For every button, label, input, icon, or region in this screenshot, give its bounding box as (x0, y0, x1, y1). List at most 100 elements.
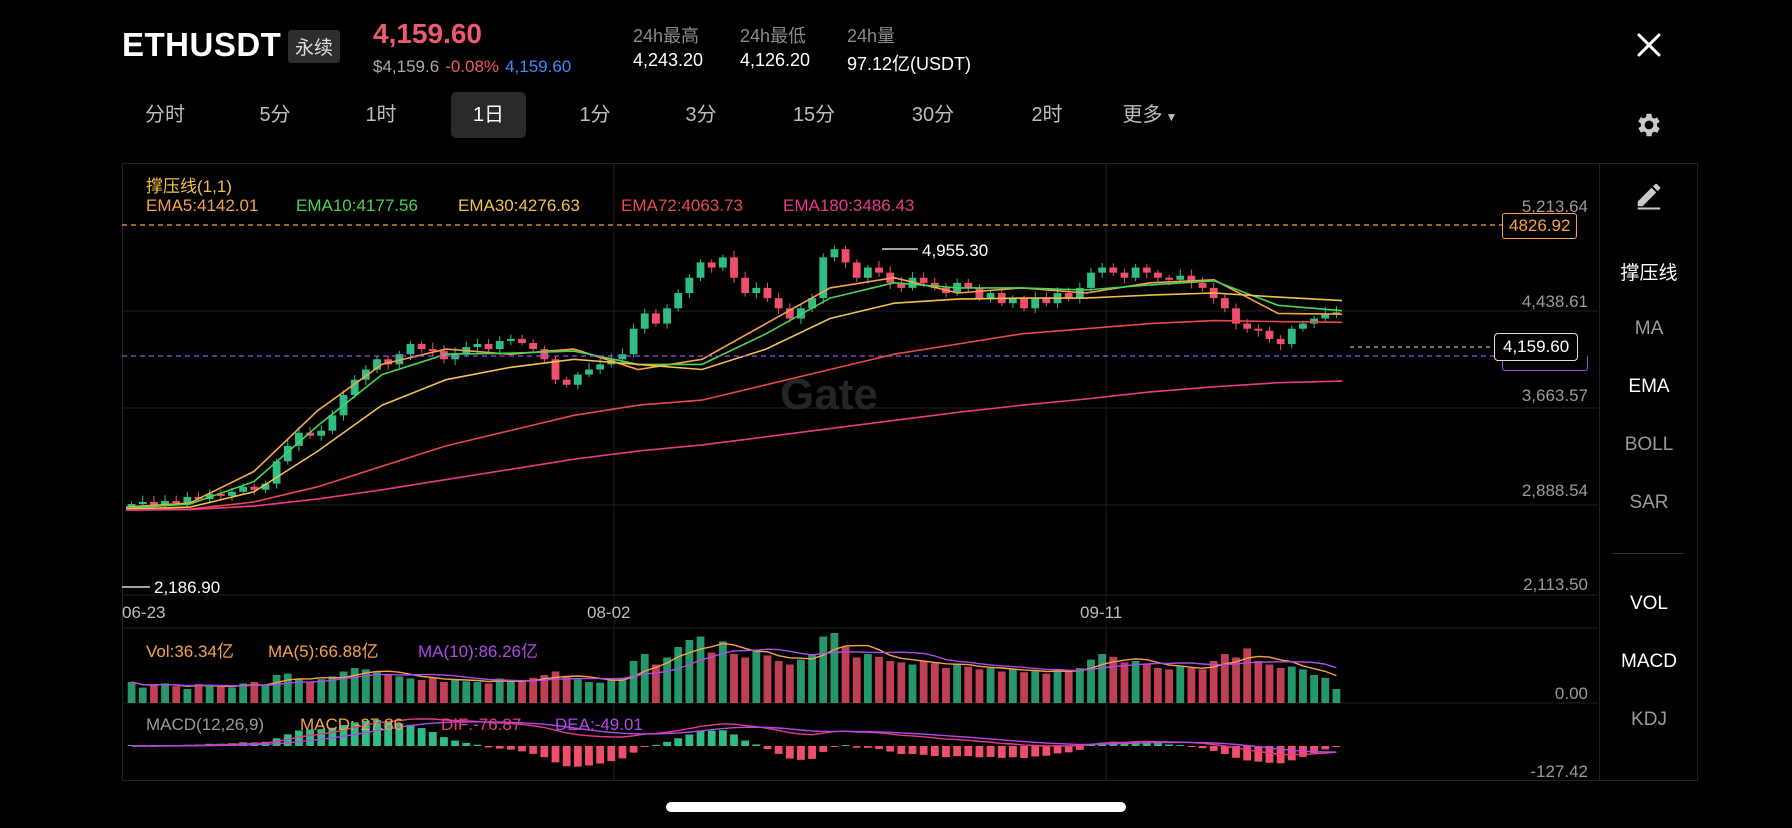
candle-body (1142, 267, 1151, 273)
tab-timeframe-time-sharing[interactable]: 分时 (145, 104, 185, 126)
ema5-line (125, 276, 1343, 508)
candle-body (1299, 323, 1307, 329)
candle-body (674, 293, 683, 309)
tab-timeframe-3m[interactable]: 3分 (685, 104, 717, 126)
y-tick-2: 4,438.61 (1521, 292, 1588, 311)
resistance-price-tag[interactable]: 4826.92 (1502, 213, 1578, 239)
sidebar-item-vol[interactable]: VOL (1629, 593, 1669, 614)
volume-bar (228, 687, 236, 703)
volume-bar (1008, 669, 1017, 703)
volume-bar (652, 664, 660, 703)
last-price: 4,159.60 (373, 18, 482, 49)
candle-body (228, 491, 236, 496)
candle-body (1310, 318, 1319, 324)
candle-body (718, 257, 727, 268)
macd-bar (886, 746, 895, 752)
close-icon[interactable] (1632, 28, 1666, 62)
candle-body (250, 486, 259, 490)
volume-bar (529, 677, 538, 703)
volume-bar (328, 676, 337, 703)
macd-bar (1243, 746, 1252, 761)
volume-bar (808, 654, 816, 703)
volume-bar (1254, 661, 1263, 703)
stat-volume-label: 24h量 (847, 26, 896, 46)
gear-icon[interactable] (1634, 110, 1664, 140)
macd-bar (685, 734, 694, 746)
candle-body (785, 308, 794, 319)
volume-bar (562, 676, 571, 703)
macd-bar (1287, 746, 1296, 761)
macd-bar (1154, 743, 1162, 746)
volume-bar (752, 650, 761, 703)
symbol-title[interactable]: ETHUSDT (122, 26, 282, 63)
vol-ma5-line (131, 642, 1337, 688)
macd-bar (852, 746, 861, 748)
volume-bar (785, 664, 794, 703)
volume-bar (440, 682, 448, 703)
candle-body (350, 379, 359, 395)
y-tick-5: 2,113.50 (1523, 575, 1588, 594)
home-indicator[interactable] (666, 802, 1126, 812)
macd-bar (930, 746, 939, 756)
volume-bars (127, 633, 1341, 703)
volume-bar (863, 654, 872, 703)
candle-body (216, 493, 225, 496)
macd-bar (1053, 746, 1062, 754)
chart-panel[interactable] (122, 163, 1698, 781)
vol-ma5-label: MA(5):66.88亿 (268, 642, 379, 661)
current-price-tag[interactable]: 4,159.60 (1494, 333, 1579, 361)
volume-bar (1265, 664, 1274, 703)
macd-bar (919, 746, 928, 755)
macd-bar (652, 744, 660, 746)
sidebar-item-sar[interactable]: SAR (1629, 492, 1669, 513)
volume-bar (417, 679, 426, 703)
macd-y-tick: -127.42 (1530, 762, 1588, 781)
macd-bar (127, 745, 136, 746)
tab-timeframe-1h[interactable]: 1时 (365, 104, 397, 126)
sidebar-item-kdj[interactable]: KDJ (1631, 709, 1667, 730)
draw-pencil-icon[interactable] (1634, 180, 1664, 210)
macd-bar (328, 727, 337, 746)
volume-bar (1031, 670, 1040, 703)
macd-bar (451, 740, 460, 746)
volume-bar (1087, 659, 1095, 703)
macd-bar (406, 724, 415, 746)
candle-body (529, 342, 538, 350)
volume-bar (205, 684, 214, 703)
price-subrow: $4,159.6 -0.08% 4,159.60 (373, 57, 571, 77)
sidebar-item-macd[interactable]: MACD (1621, 651, 1677, 672)
volume-bar (1310, 675, 1319, 703)
macd-bar (1142, 741, 1151, 746)
macd-bar (986, 746, 995, 757)
tab-timeframe-2h[interactable]: 2时 (1031, 104, 1063, 126)
tab-timeframe-1d[interactable]: 1日 (451, 92, 526, 138)
candle-body (1276, 338, 1285, 344)
macd-bar (1187, 746, 1196, 747)
candle-body (138, 501, 147, 505)
volume-bar (685, 640, 694, 703)
candle-body (406, 343, 415, 355)
tab-timeframe-15m[interactable]: 15分 (792, 104, 836, 126)
candle-body (1042, 298, 1051, 304)
sidebar-item-ema[interactable]: EMA (1628, 376, 1670, 397)
tab-timeframe-30m[interactable]: 30分 (911, 104, 955, 126)
candle-body (1020, 298, 1028, 309)
sidebar-item-support-resistance[interactable]: 撑压线 (1620, 263, 1678, 284)
volume-bar (1053, 669, 1062, 703)
candle-body (897, 282, 906, 288)
candlestick-chart[interactable] (122, 163, 1598, 781)
macd-bar (741, 740, 750, 746)
more-timeframes-dropdown[interactable]: 更多 ▼ (1110, 92, 1190, 138)
candle-body (1087, 272, 1095, 288)
volume-bar (1276, 668, 1285, 703)
tab-timeframe-1m[interactable]: 1分 (579, 104, 611, 126)
volume-bar (730, 654, 738, 703)
candle-body (652, 313, 660, 324)
volume-bar (306, 682, 314, 703)
volume-bar (551, 671, 560, 703)
volume-bar (741, 657, 750, 703)
sidebar-item-boll[interactable]: BOLL (1624, 434, 1674, 455)
tab-timeframe-5m[interactable]: 5分 (259, 104, 291, 126)
macd-bar (428, 732, 437, 746)
sidebar-item-ma[interactable]: MA (1634, 318, 1664, 339)
